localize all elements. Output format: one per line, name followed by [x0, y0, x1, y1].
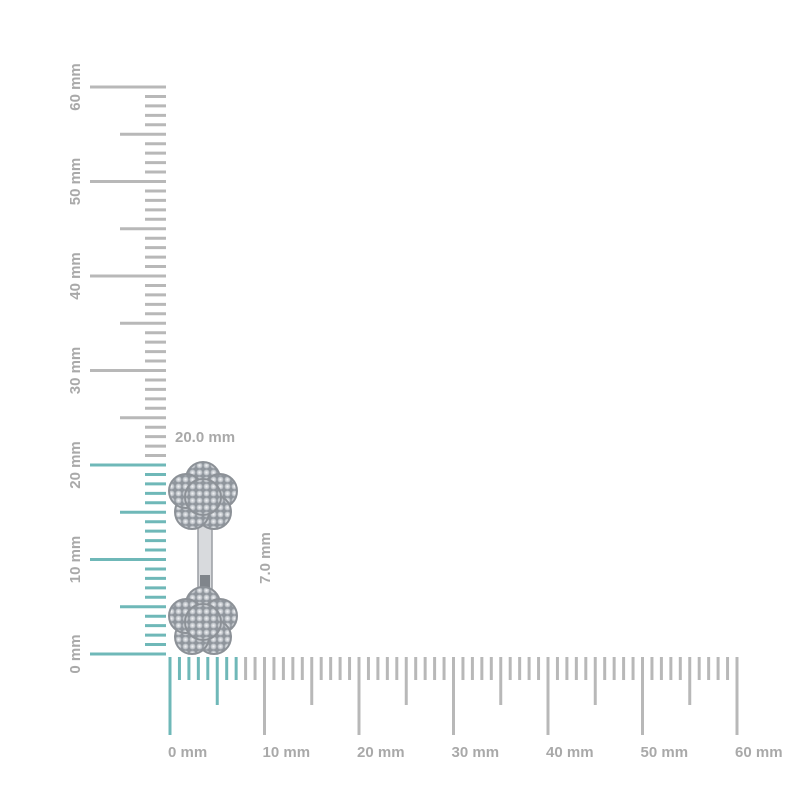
vertical-ruler-label: 10 mm: [67, 536, 84, 584]
vertical-ruler-label: 60 mm: [67, 63, 84, 111]
horizontal-ruler-label: 40 mm: [546, 744, 594, 761]
horizontal-ruler-label: 60 mm: [735, 744, 783, 761]
vertical-ruler-label: 50 mm: [67, 158, 84, 206]
horizontal-ruler-label: 50 mm: [641, 744, 689, 761]
height-label: 20.0 mm: [175, 429, 235, 446]
width-label: 7.0 mm: [257, 532, 274, 584]
vertical-ruler-label: 30 mm: [67, 347, 84, 395]
vertical-ruler-label: 0 mm: [67, 634, 84, 673]
ruler-ticks: [90, 85, 739, 735]
horizontal-ruler-label: 20 mm: [357, 744, 405, 761]
horizontal-ruler-label: 0 mm: [168, 744, 207, 761]
vertical-ruler-label: 40 mm: [67, 252, 84, 300]
earring: [168, 461, 238, 655]
horizontal-ruler-label: 30 mm: [452, 744, 500, 761]
vertical-ruler-label: 20 mm: [67, 441, 84, 489]
horizontal-ruler-label: 10 mm: [263, 744, 311, 761]
